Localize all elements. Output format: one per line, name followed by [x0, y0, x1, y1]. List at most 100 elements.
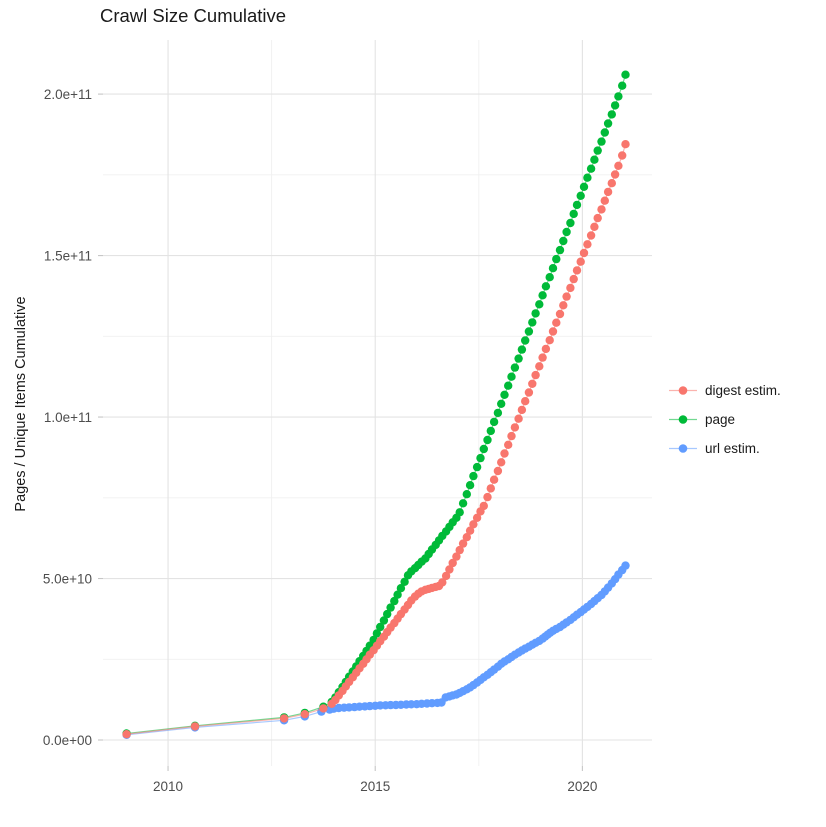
- y-tick-label: 1.5e+11: [44, 248, 92, 263]
- data-point: [572, 200, 582, 210]
- data-point: [400, 577, 409, 586]
- data-point: [510, 363, 520, 372]
- data-point: [562, 227, 571, 237]
- legend-item-page: page: [668, 410, 781, 429]
- data-point: [548, 327, 558, 336]
- data-point: [566, 218, 575, 228]
- data-point: [472, 462, 482, 472]
- data-point: [493, 408, 503, 418]
- page-title: Crawl Size Cumulative: [100, 5, 287, 26]
- data-point: [372, 629, 382, 638]
- legend-label-digest: digest estim.: [705, 383, 781, 398]
- data-point: [603, 119, 613, 128]
- y-tick-label: 2.0e+11: [44, 87, 92, 102]
- data-point: [479, 501, 488, 511]
- data-point: [376, 622, 385, 632]
- data-point: [300, 710, 309, 719]
- data-point: [448, 558, 457, 568]
- data-point: [517, 345, 527, 354]
- series-page: [122, 70, 630, 738]
- data-point: [600, 196, 609, 205]
- data-point: [383, 609, 392, 619]
- data-point: [455, 545, 464, 555]
- data-point: [483, 435, 492, 445]
- data-point: [524, 327, 534, 336]
- data-point: [559, 301, 568, 310]
- data-point: [510, 423, 520, 432]
- data-point: [538, 291, 547, 300]
- data-point: [504, 440, 513, 449]
- data-point: [489, 417, 499, 427]
- x-tick-label: 2020: [567, 779, 597, 794]
- data-point: [396, 584, 406, 593]
- data-point: [465, 526, 475, 535]
- data-point: [458, 499, 468, 508]
- data-point: [538, 353, 547, 362]
- data-point: [462, 533, 471, 542]
- data-point: [524, 388, 534, 397]
- data-point: [521, 336, 530, 345]
- data-point: [441, 571, 451, 581]
- data-point: [614, 161, 623, 170]
- x-tick-label: 2015: [360, 779, 390, 794]
- data-point: [500, 449, 509, 458]
- data-point: [583, 173, 592, 182]
- x-tick-label: 2010: [153, 779, 183, 794]
- data-point: [469, 471, 478, 481]
- data-point: [486, 484, 495, 493]
- data-point: [610, 170, 620, 179]
- data-point: [438, 578, 447, 587]
- data-point: [190, 722, 200, 731]
- legend-item-digest: digest estim.: [668, 381, 781, 400]
- data-point: [541, 344, 551, 354]
- data-point: [566, 283, 575, 293]
- data-point: [514, 354, 523, 363]
- data-point: [576, 191, 585, 200]
- data-point: [552, 318, 561, 327]
- series-digest-estim: [122, 140, 630, 739]
- data-point: [610, 101, 620, 110]
- data-point: [545, 336, 554, 345]
- data-point: [279, 714, 289, 723]
- data-point: [528, 318, 537, 327]
- data-point: [517, 405, 527, 415]
- data-point: [607, 110, 616, 119]
- data-point: [379, 616, 389, 625]
- data-point: [562, 292, 571, 301]
- legend-label-url: url estim.: [705, 441, 760, 456]
- data-point: [531, 309, 540, 318]
- data-point: [445, 565, 454, 574]
- data-point: [531, 370, 540, 380]
- data-point: [541, 282, 551, 291]
- data-point: [559, 236, 568, 246]
- data-point: [319, 704, 328, 713]
- data-point: [469, 520, 478, 529]
- data-point: [579, 182, 589, 191]
- data-point: [590, 155, 599, 164]
- data-point: [621, 140, 630, 149]
- data-point: [569, 209, 578, 219]
- data-point: [593, 213, 602, 223]
- legend-key-point-icon: [669, 386, 697, 395]
- data-point: [572, 266, 582, 275]
- data-point: [500, 390, 509, 399]
- data-point: [576, 257, 585, 266]
- data-point: [528, 379, 537, 388]
- data-point: [597, 137, 606, 146]
- data-point: [507, 431, 516, 441]
- data-point: [493, 466, 503, 476]
- data-point: [555, 309, 565, 319]
- y-tick-label: 5.0e+10: [43, 571, 92, 586]
- data-point: [586, 164, 596, 173]
- data-point: [607, 179, 616, 188]
- data-point: [603, 187, 613, 197]
- data-point: [465, 481, 475, 490]
- data-point: [621, 561, 630, 570]
- data-point: [579, 248, 589, 258]
- y-tick-label: 1.0e+11: [44, 410, 92, 425]
- data-point: [614, 92, 623, 101]
- data-point: [600, 128, 609, 137]
- data-point: [586, 231, 596, 240]
- data-point: [393, 590, 402, 599]
- data-point: [386, 603, 395, 612]
